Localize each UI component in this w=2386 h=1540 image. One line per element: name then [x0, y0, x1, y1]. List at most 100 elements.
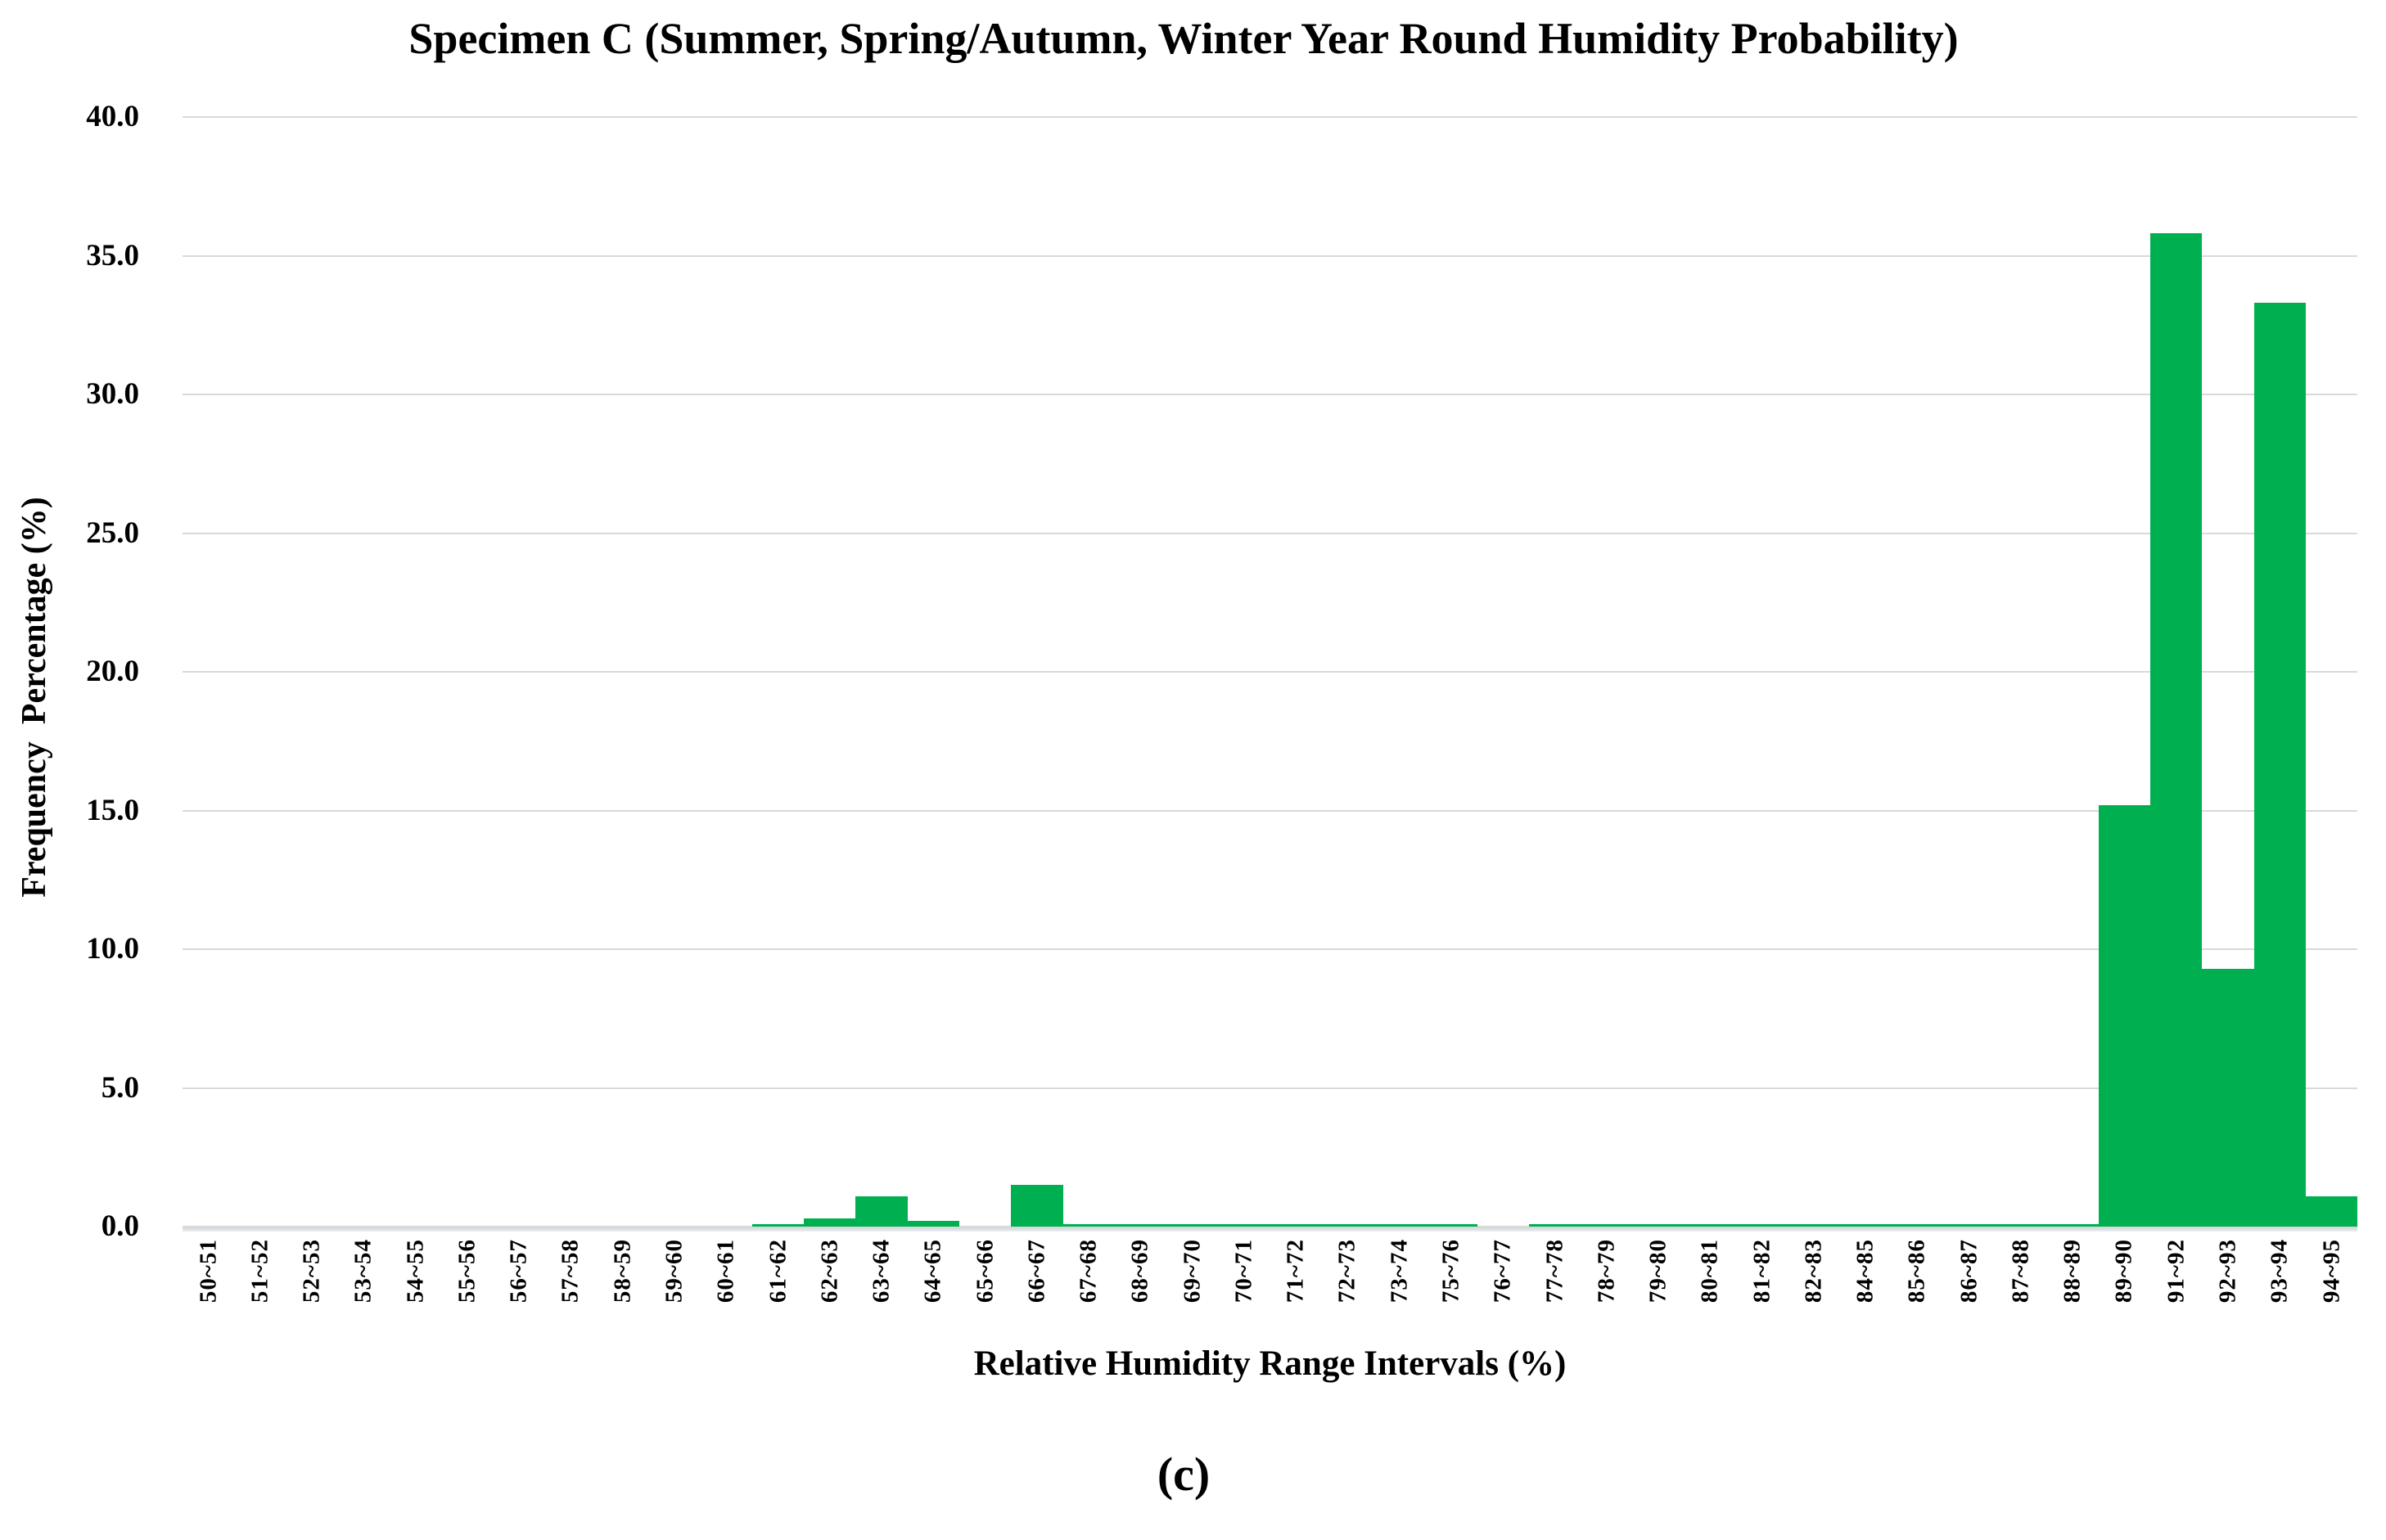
x-axis-tick-labels: 50~51 51~52 52~53 53~54 54~55 55~56 56~57 57~58… — [183, 1237, 2357, 1352]
x-tick-cell: 56~57 — [494, 1237, 545, 1352]
x-tick-cell: 94~95 — [2306, 1237, 2357, 1352]
x-tick-cell: 55~56 — [441, 1237, 493, 1352]
bar — [1062, 1223, 1115, 1227]
x-tick-label: 52~53 — [298, 1239, 325, 1304]
x-tick-label: 81~82 — [1748, 1239, 1775, 1304]
bar — [751, 1223, 805, 1227]
y-tick-label: 30.0 — [86, 377, 139, 411]
x-tick-label: 57~58 — [557, 1239, 584, 1304]
bar — [1425, 1223, 1477, 1227]
x-tick-label: 89~90 — [2110, 1239, 2137, 1304]
bar — [1218, 1223, 1270, 1227]
gridline — [183, 809, 2357, 812]
x-tick-label: 65~66 — [972, 1239, 999, 1304]
gridline — [183, 1226, 2357, 1227]
x-tick-cell: 82~83 — [1788, 1237, 1839, 1352]
bar — [1581, 1223, 1633, 1227]
x-tick-cell: 66~67 — [1011, 1237, 1062, 1352]
x-tick-cell: 64~65 — [908, 1237, 959, 1352]
bar — [2202, 968, 2254, 1227]
y-tick-label: 25.0 — [86, 516, 139, 550]
bar — [1735, 1223, 1788, 1227]
x-tick-cell: 70~71 — [1218, 1237, 1270, 1352]
bar — [1788, 1223, 1840, 1227]
x-tick-label: 59~60 — [661, 1239, 688, 1304]
x-tick-label: 76~77 — [1489, 1239, 1516, 1304]
bar — [1270, 1223, 1322, 1227]
x-axis-title: Relative Humidity Range Intervals (%) — [973, 1344, 1567, 1383]
gridline — [183, 1087, 2357, 1089]
y-tick-label: 0.0 — [101, 1209, 139, 1243]
bar — [1011, 1185, 1063, 1227]
x-tick-label: 71~72 — [1282, 1239, 1309, 1304]
y-axis-tick-labels: 40.0 35.0 30.0 25.0 20.0 15.0 10.0 5.0 0.0 — [0, 0, 168, 1540]
x-tick-cell: 65~66 — [959, 1237, 1011, 1352]
y-tick-label: 40.0 — [86, 100, 139, 133]
bar — [1528, 1223, 1581, 1227]
bar — [2046, 1223, 2099, 1227]
x-tick-label: 61~62 — [765, 1239, 792, 1304]
x-tick-label: 62~63 — [816, 1239, 843, 1304]
x-tick-cell: 79~80 — [1632, 1237, 1684, 1352]
x-tick-cell: 73~74 — [1373, 1237, 1425, 1352]
x-tick-cell: 84~85 — [1840, 1237, 1892, 1352]
bar — [1321, 1223, 1374, 1227]
bar — [1891, 1223, 1944, 1227]
x-tick-cell: 52~53 — [286, 1237, 338, 1352]
x-tick-label: 91~92 — [2163, 1239, 2190, 1304]
y-tick-label: 5.0 — [101, 1070, 139, 1105]
x-tick-label: 79~80 — [1644, 1239, 1671, 1304]
x-tick-label: 93~94 — [2266, 1239, 2293, 1304]
bar — [1839, 1223, 1892, 1227]
x-tick-label: 68~69 — [1126, 1239, 1153, 1304]
x-tick-cell: 50~51 — [183, 1237, 234, 1352]
x-tick-label: 70~71 — [1230, 1239, 1257, 1304]
x-tick-cell: 87~88 — [1995, 1237, 2046, 1352]
x-tick-label: 72~73 — [1333, 1239, 1360, 1304]
x-tick-label: 66~67 — [1023, 1239, 1050, 1304]
x-tick-label: 78~79 — [1593, 1239, 1620, 1304]
gridline — [183, 394, 2357, 395]
x-tick-cell: 60~61 — [701, 1237, 752, 1352]
x-tick-cell: 93~94 — [2254, 1237, 2306, 1352]
bar — [2150, 233, 2203, 1227]
x-tick-cell: 69~70 — [1166, 1237, 1218, 1352]
bar — [1166, 1223, 1219, 1227]
x-tick-cell: 80~81 — [1685, 1237, 1736, 1352]
x-tick-label: 60~61 — [712, 1239, 739, 1304]
x-tick-label: 69~70 — [1179, 1239, 1206, 1304]
x-tick-label: 82~83 — [1800, 1239, 1827, 1304]
bar — [907, 1221, 959, 1227]
x-tick-label: 64~65 — [919, 1239, 946, 1304]
x-tick-label: 77~78 — [1541, 1239, 1568, 1304]
bar — [2098, 804, 2151, 1227]
x-tick-cell: 59~60 — [648, 1237, 700, 1352]
x-tick-label: 50~51 — [195, 1239, 222, 1304]
bar — [1684, 1223, 1736, 1227]
x-tick-label: 80~81 — [1696, 1239, 1723, 1304]
bar — [1995, 1223, 2047, 1227]
x-tick-label: 75~76 — [1437, 1239, 1464, 1304]
x-tick-cell: 68~69 — [1115, 1237, 1166, 1352]
y-axis-title: Frequency Percentage (%) — [16, 497, 53, 898]
x-tick-label: 67~68 — [1075, 1239, 1102, 1304]
x-tick-label: 51~52 — [246, 1239, 273, 1304]
x-tick-label: 87~88 — [2007, 1239, 2034, 1304]
bar — [1943, 1223, 1996, 1227]
x-tick-cell: 85~86 — [1892, 1237, 1943, 1352]
bar — [1373, 1223, 1426, 1227]
x-tick-cell: 61~62 — [752, 1237, 804, 1352]
gridline — [183, 948, 2357, 950]
bar-series — [183, 117, 2358, 1227]
x-tick-label: 88~89 — [2059, 1239, 2086, 1304]
x-tick-cell: 57~58 — [545, 1237, 597, 1352]
figure-caption: (c) — [1157, 1448, 1211, 1501]
gridline — [183, 671, 2357, 673]
x-tick-label: 84~85 — [1852, 1239, 1879, 1304]
x-tick-label: 86~87 — [1955, 1239, 1982, 1304]
bar — [804, 1218, 856, 1227]
gridline — [183, 116, 2357, 118]
x-tick-label: 94~95 — [2318, 1239, 2345, 1304]
bar — [2305, 1196, 2358, 1227]
x-tick-cell: 75~76 — [1425, 1237, 1477, 1352]
